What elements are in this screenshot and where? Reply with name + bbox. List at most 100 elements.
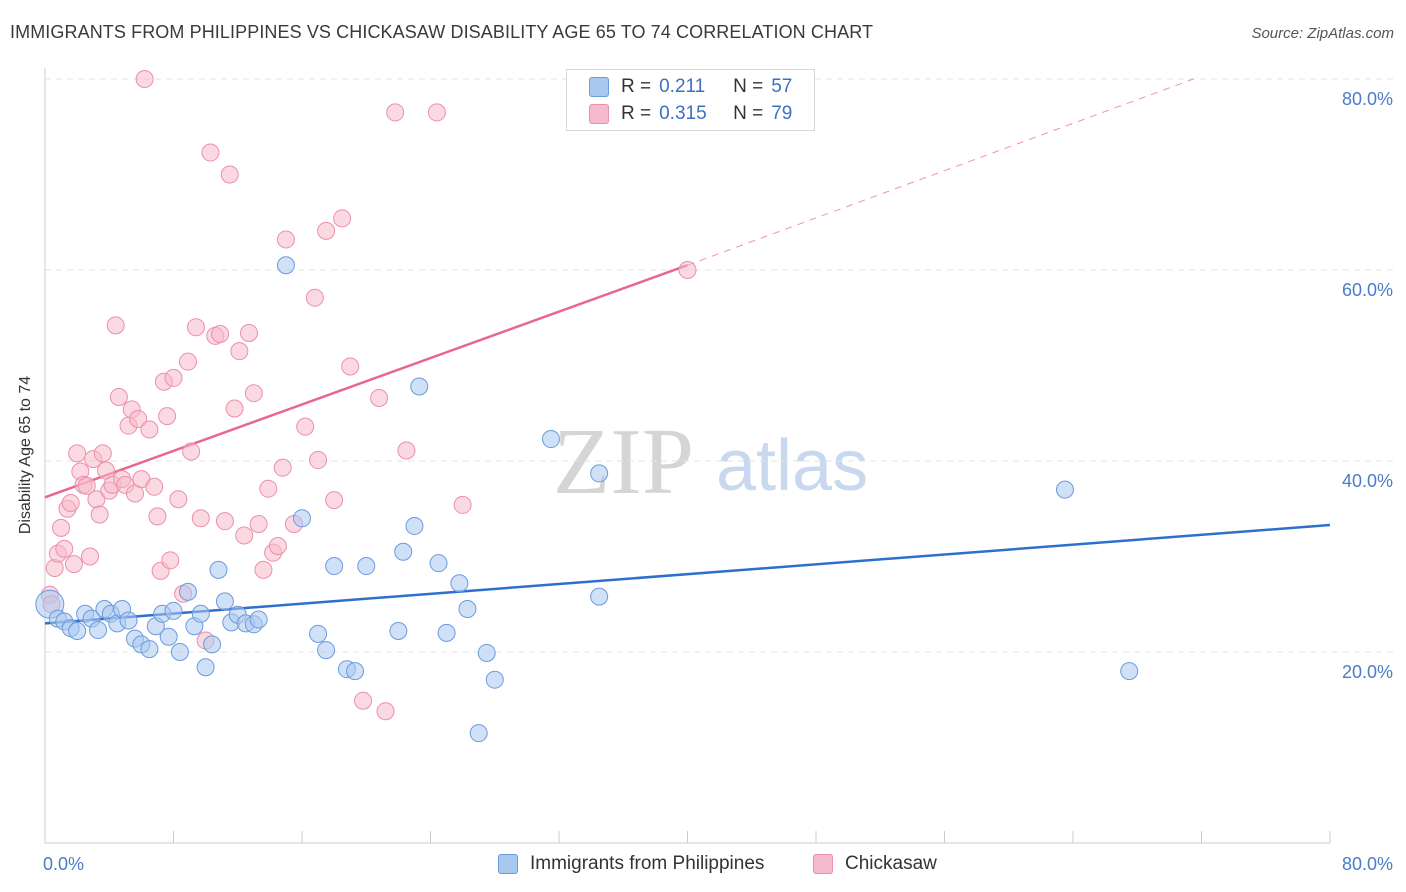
chickasaw-point	[276, 230, 295, 249]
chickasaw-point	[135, 70, 154, 88]
y-tick-label: 40.0%	[1342, 471, 1393, 491]
chickasaw-point	[305, 288, 324, 307]
philippines-point	[541, 430, 560, 449]
chickasaw-point	[296, 417, 315, 436]
chickasaw-point	[140, 420, 159, 439]
philippines-point	[215, 592, 234, 611]
r-value: 0.211	[659, 76, 706, 97]
chickasaw-point	[161, 551, 180, 570]
philippines-legend-swatch	[498, 854, 518, 874]
chickasaw-point	[220, 165, 239, 184]
chickasaw-point	[178, 352, 197, 371]
philippines-point	[357, 557, 376, 576]
x-tick-label: 80.0%	[1342, 854, 1393, 874]
philippines-point	[450, 574, 469, 593]
chickasaw-point	[68, 444, 87, 463]
y-tick-label: 60.0%	[1342, 280, 1393, 300]
n-label: N =	[733, 103, 764, 124]
chickasaw-point	[148, 507, 167, 526]
chickasaw-point	[169, 490, 188, 509]
chickasaw-point	[376, 702, 395, 721]
chickasaw-point	[61, 494, 80, 513]
chickasaw-point	[341, 357, 360, 376]
philippines-point	[140, 640, 159, 659]
chickasaw-point	[453, 495, 472, 514]
x-tick-label: 0.0%	[43, 854, 84, 874]
axes	[44, 68, 1331, 844]
trend-lines	[44, 78, 1331, 625]
philippines-point	[325, 557, 344, 576]
philippines-point	[196, 658, 215, 677]
correlation-legend: R = 0.211 N = 57 R = 0.315 N = 79	[566, 69, 815, 131]
chickasaw-point	[158, 407, 177, 426]
philippines-legend-label: Immigrants from Philippines	[530, 853, 765, 874]
philippines-point	[469, 724, 488, 743]
chickasaw-point	[244, 384, 263, 403]
r-label: R =	[621, 103, 652, 124]
chickasaw-point	[211, 324, 230, 343]
philippines-point	[249, 610, 268, 629]
chickasaw-point	[93, 444, 112, 463]
legend-item-chickasaw: Chickasaw	[813, 852, 937, 876]
philippines-point	[429, 554, 448, 573]
philippines-point	[191, 604, 210, 623]
philippines-point	[309, 624, 328, 643]
chickasaw-point	[201, 143, 220, 162]
philippines-point	[178, 582, 197, 601]
chickasaw-swatch	[589, 104, 609, 124]
philippines-point	[485, 670, 504, 689]
philippines-swatch	[589, 77, 609, 97]
chickasaw-point	[397, 441, 416, 460]
philippines-trend-line	[44, 523, 1331, 625]
chickasaw-point	[109, 388, 128, 407]
philippines-point	[203, 635, 222, 654]
chickasaw-point	[273, 458, 292, 477]
chickasaw-point	[235, 526, 254, 545]
philippines-point	[119, 611, 138, 630]
chickasaw-point	[678, 261, 697, 279]
y-tick-label: 80.0%	[1342, 89, 1393, 109]
watermark-zip: ZIP	[553, 410, 694, 514]
chickasaw-point	[268, 536, 287, 555]
chickasaw-point	[186, 318, 205, 337]
chickasaw-point	[80, 547, 99, 566]
source-note: Source: ZipAtlas.com	[1251, 25, 1394, 42]
philippines-point	[389, 621, 408, 640]
chickasaw-point	[164, 368, 183, 387]
watermark-atlas: atlas	[716, 426, 868, 506]
philippines-point	[394, 542, 413, 561]
philippines-point	[209, 560, 228, 579]
chickasaw-point	[309, 451, 328, 470]
data-points	[35, 70, 1139, 743]
philippines-point	[317, 641, 336, 660]
philippines-point	[170, 643, 189, 661]
n-label: N =	[733, 76, 764, 97]
chickasaw-point	[129, 409, 148, 428]
chickasaw-point	[317, 221, 336, 240]
philippines-point	[293, 509, 311, 528]
y-tick-label: 20.0%	[1342, 662, 1393, 682]
philippines-point	[89, 621, 108, 640]
chickasaw-point	[191, 509, 210, 528]
chickasaw-point	[254, 560, 273, 579]
chickasaw-point	[52, 518, 71, 537]
chickasaw-point	[325, 491, 344, 510]
chickasaw-point	[259, 479, 278, 498]
philippines-point	[477, 643, 496, 662]
r-value: 0.315	[659, 103, 707, 124]
r-label: R =	[621, 76, 652, 97]
philippines-point	[590, 464, 609, 483]
philippines-point	[276, 256, 295, 275]
chickasaw-trend-line	[44, 264, 688, 499]
chickasaw-point	[182, 442, 201, 461]
chickasaw-point	[90, 505, 109, 524]
chickasaw-point	[106, 316, 125, 335]
gridlines	[45, 78, 1395, 653]
chickasaw-point	[427, 103, 446, 122]
philippines-point	[68, 621, 87, 640]
philippines-point	[1120, 662, 1139, 681]
philippines-point	[346, 662, 365, 681]
legend-row-philippines: R = 0.211 N = 57	[589, 75, 792, 99]
chickasaw-point	[333, 209, 352, 228]
